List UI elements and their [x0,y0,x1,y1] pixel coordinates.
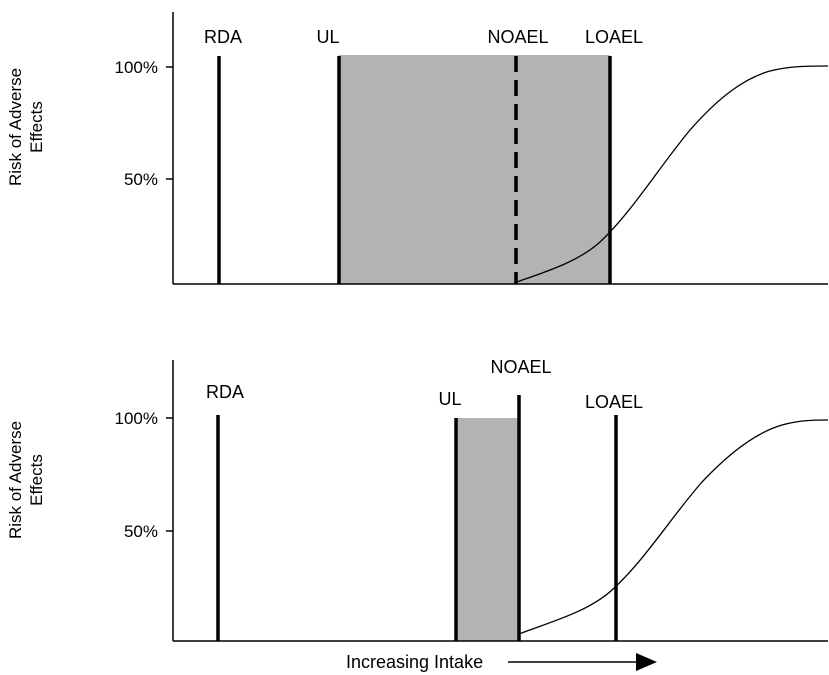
x-arrow-head-icon [636,653,657,671]
top-shaded-region [339,55,610,284]
bottom-noael-label: NOAEL [490,357,551,377]
top-y-label-line2: Effects [27,101,46,153]
bottom-risk-curve [518,419,829,635]
bottom-y-label-line1: Risk of Adverse [6,421,25,539]
top-tick-label-50: 50% [124,170,158,189]
bottom-panel: 100% 50% Risk of Adverse Effects RDA UL … [6,357,829,642]
x-axis-label: Increasing Intake [346,652,483,672]
x-axis-caption: Increasing Intake [346,652,657,672]
bottom-loael-label: LOAEL [585,392,643,412]
bottom-y-label-line2: Effects [27,454,46,506]
bottom-tick-label-50: 50% [124,522,158,541]
top-y-label-line1: Risk of Adverse [6,68,25,186]
top-panel: 100% 50% Risk of Adverse Effects RDA UL … [6,12,829,285]
top-loael-label: LOAEL [585,27,643,47]
bottom-shaded-region [456,418,519,641]
top-rda-label: RDA [204,27,242,47]
bottom-tick-label-100: 100% [115,409,158,428]
top-ul-label: UL [316,27,339,47]
top-risk-curve [513,65,829,284]
top-noael-label: NOAEL [487,27,548,47]
bottom-rda-label: RDA [206,382,244,402]
top-tick-label-100: 100% [115,58,158,77]
bottom-ul-label: UL [438,389,461,409]
